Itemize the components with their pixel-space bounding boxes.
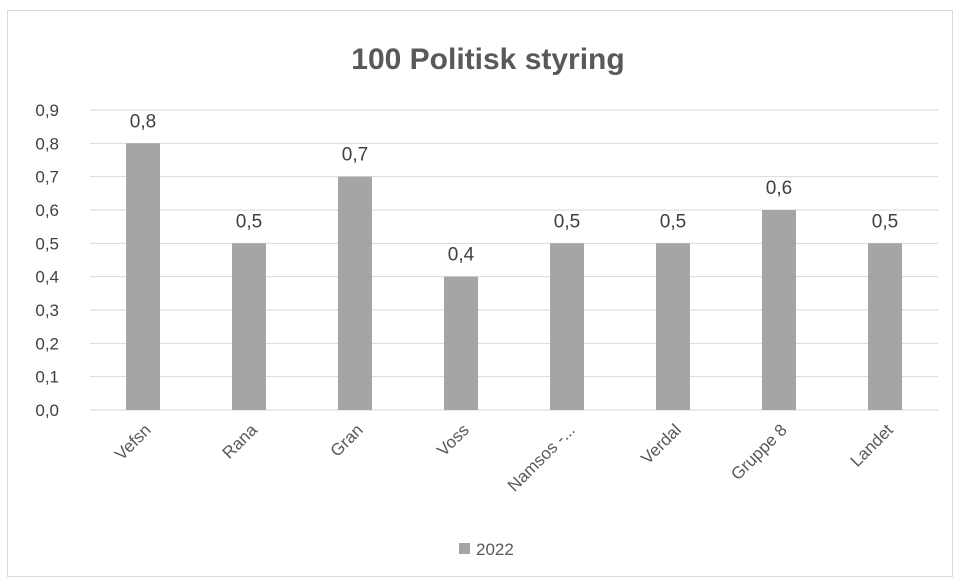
bar: [232, 243, 266, 410]
y-tick-label: 0,2: [35, 334, 59, 353]
data-label: 0,5: [236, 211, 262, 232]
y-tick-label: 0,5: [35, 234, 59, 253]
category-label: Voss: [433, 420, 472, 459]
bars: [126, 143, 902, 411]
bar: [338, 176, 372, 410]
category-label: Gruppe 8: [727, 420, 791, 484]
y-tick-label: 0,7: [35, 168, 59, 187]
bar: [126, 143, 160, 411]
y-tick-label: 0,9: [35, 101, 59, 120]
data-label: 0,5: [872, 211, 898, 232]
legend: 2022: [459, 540, 514, 559]
data-label: 0,5: [660, 211, 686, 232]
bar: [868, 243, 902, 410]
bar: [656, 243, 690, 410]
data-label: 0,4: [448, 245, 475, 266]
bar: [444, 276, 478, 410]
category-label: Vefsn: [111, 420, 155, 464]
y-axis-ticks: 0,0 0,1 0,2 0,3 0,4 0,5 0,6 0,7 0,8 0,9: [35, 101, 59, 420]
y-tick-label: 0,3: [35, 301, 59, 320]
y-tick-label: 0,0: [35, 401, 59, 420]
gridlines: [90, 109, 938, 411]
chart-title: 100 Politisk styring: [351, 43, 624, 76]
y-tick-label: 0,6: [35, 201, 59, 220]
category-label: Verdal: [637, 420, 685, 468]
category-label: Gran: [327, 420, 367, 460]
y-tick-label: 0,4: [35, 268, 59, 287]
category-label: Rana: [219, 420, 262, 463]
y-tick-label: 0,8: [35, 134, 59, 153]
legend-swatch: [459, 543, 470, 554]
category-label: Namsos -...: [504, 420, 579, 495]
data-label: 0,7: [342, 145, 368, 166]
data-labels: 0,8 0,5 0,7 0,4 0,5 0,5 0,6 0,5: [130, 111, 898, 265]
category-labels: Vefsn Rana Gran Voss Namsos -... Verdal Gruppe…: [111, 420, 897, 495]
y-tick-label: 0,1: [35, 368, 59, 387]
data-label: 0,6: [766, 178, 792, 199]
legend-label: 2022: [476, 540, 514, 559]
bar: [762, 210, 796, 410]
category-label: Landet: [847, 420, 897, 470]
bar: [550, 243, 584, 410]
data-label: 0,8: [130, 111, 156, 132]
data-label: 0,5: [554, 211, 580, 232]
